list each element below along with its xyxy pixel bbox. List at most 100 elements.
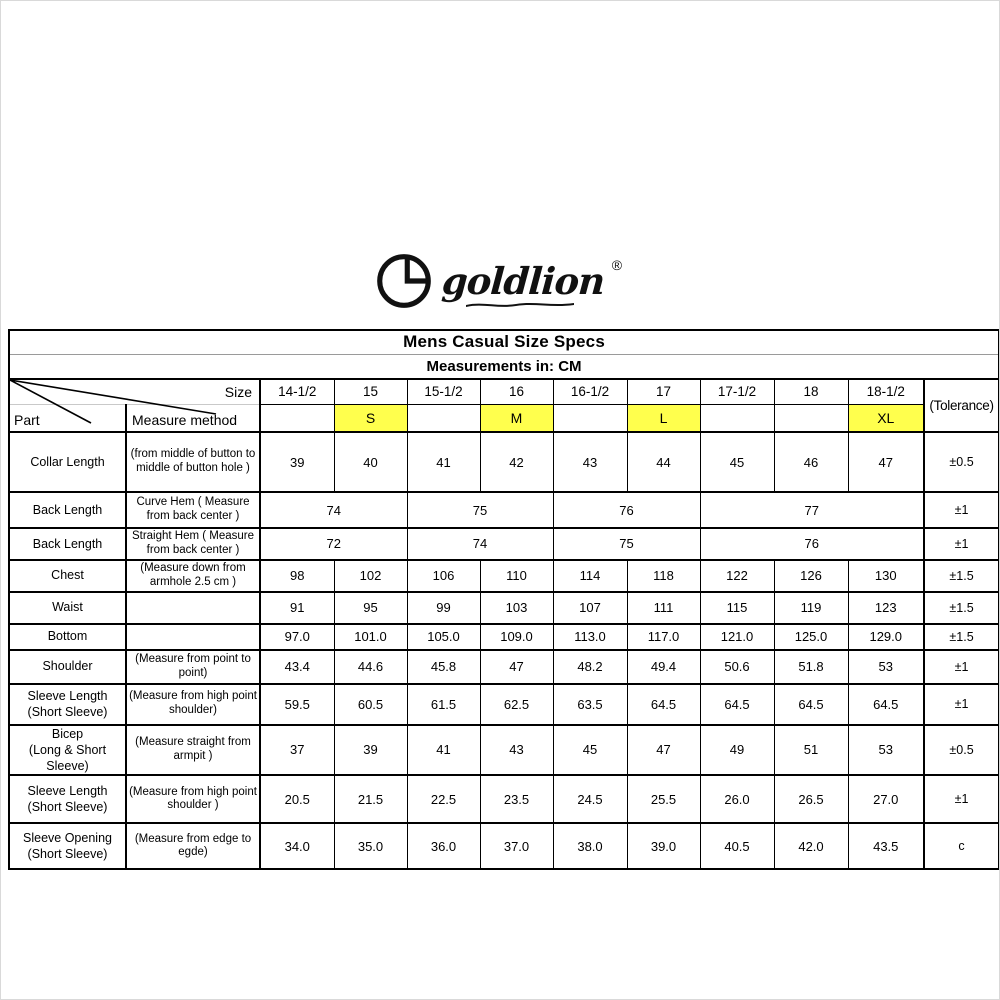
part-cell: Sleeve Length (Short Sleeve): [8, 774, 127, 825]
value-cell: 77: [699, 491, 925, 529]
part-cell: Sleeve Length (Short Sleeve): [8, 682, 127, 726]
value-cell: 107: [552, 590, 628, 625]
value-cell: 45.8: [406, 648, 481, 685]
value-cell: 95: [333, 590, 408, 625]
method-cell: (Measure from point to point): [125, 648, 261, 685]
value-cell: 121.0: [699, 622, 775, 651]
table-row: Bicep (Long & Short Sleeve) (Measure strai…: [8, 723, 999, 777]
method-cell: (Measure from edge to egde): [125, 822, 261, 871]
tolerance-header: (Tolerance): [922, 378, 999, 433]
value-cell: 129.0: [847, 622, 925, 651]
tolerance-cell: ±1.5: [922, 558, 999, 593]
value-cell: 102: [333, 558, 408, 593]
size-col-header: 16: [479, 378, 554, 405]
value-cell: 61.5: [406, 682, 481, 726]
table-row: Shoulder (Measure from point to point) 43.…: [8, 648, 999, 685]
table-row: Back Length Curve Hem ( Measure from back…: [8, 491, 999, 529]
value-cell: 99: [406, 590, 481, 625]
value-cell: 109.0: [479, 622, 554, 651]
value-cell: 47: [626, 723, 701, 777]
value-cell: 98: [259, 558, 335, 593]
value-cell: 20.5: [259, 774, 335, 825]
method-cell: (from middle of button to middle of butt…: [125, 431, 261, 493]
size-tag-empty-cell: [773, 403, 849, 433]
tolerance-cell: ±1.5: [922, 622, 999, 651]
table-row: Sleeve Length (Short Sleeve) (Measure from…: [8, 682, 999, 726]
tolerance-cell: ±1: [922, 527, 999, 561]
size-tag-cell: L: [626, 403, 701, 433]
size-tag-empty-cell: [259, 403, 335, 433]
size-col-header: 15-1/2: [406, 378, 481, 405]
value-cell: 53: [847, 648, 925, 685]
measure-method-header-label: Measure method: [125, 403, 261, 433]
value-cell: 74: [406, 527, 554, 561]
tolerance-cell: c: [922, 822, 999, 871]
value-cell: 45: [699, 431, 775, 493]
method-cell: (Measure from high point shoulder ): [125, 774, 261, 825]
value-cell: 53: [847, 723, 925, 777]
value-cell: 59.5: [259, 682, 335, 726]
value-cell: 105.0: [406, 622, 481, 651]
value-cell: 49.4: [626, 648, 701, 685]
table-row: Mens Casual Size Specs: [7, 329, 999, 355]
part-header-label: Part: [8, 403, 127, 433]
value-cell: 27.0: [847, 774, 925, 825]
method-cell: [125, 590, 261, 625]
table-row: Back Length Straight Hem ( Measure from b…: [8, 527, 999, 561]
measurements-table: Mens Casual Size Specs Measurements in: …: [7, 329, 999, 871]
size-tag-row: Part Measure method S M L XL: [8, 403, 999, 433]
tolerance-cell: ±1: [922, 774, 999, 825]
registered-trademark-icon: ®: [611, 256, 623, 273]
value-cell: 25.5: [626, 774, 701, 825]
tolerance-cell: ±1: [922, 682, 999, 726]
size-header-row: Size 14-1/2 15 15-1/2 16 16-1/2 17 17-1/2 18 18-…: [8, 378, 999, 433]
value-cell: 97.0: [259, 622, 335, 651]
size-col-header: 14-1/2: [259, 378, 335, 405]
value-cell: 72: [259, 527, 408, 561]
value-cell: 51: [773, 723, 849, 777]
value-cell: 26.5: [773, 774, 849, 825]
value-cell: 46: [773, 431, 849, 493]
value-cell: 113.0: [552, 622, 628, 651]
value-cell: 126: [773, 558, 849, 593]
part-cell: Collar Length: [8, 431, 127, 493]
value-cell: 40: [333, 431, 408, 493]
value-cell: 130: [847, 558, 925, 593]
part-cell: Back Length: [8, 491, 127, 529]
value-cell: 117.0: [626, 622, 701, 651]
part-cell: Sleeve Opening (Short Sleeve): [8, 822, 127, 871]
value-cell: 37: [259, 723, 335, 777]
tolerance-cell: ±1.5: [922, 590, 999, 625]
value-cell: 76: [699, 527, 925, 561]
value-cell: 24.5: [552, 774, 628, 825]
value-cell: 63.5: [552, 682, 628, 726]
value-cell: 36.0: [406, 822, 481, 871]
value-cell: 122: [699, 558, 775, 593]
value-cell: 75: [406, 491, 554, 529]
size-tag-cell: M: [479, 403, 554, 433]
value-cell: 114: [552, 558, 628, 593]
size-col-header: 18-1/2: [847, 378, 925, 405]
method-cell: Curve Hem ( Measure from back center ): [125, 491, 261, 529]
part-cell: Bottom: [8, 622, 127, 651]
logo-underline-swoosh: [465, 302, 574, 307]
value-cell: 118: [626, 558, 701, 593]
value-cell: 123: [847, 590, 925, 625]
value-cell: 111: [626, 590, 701, 625]
method-cell: [125, 622, 261, 651]
value-cell: 64.5: [773, 682, 849, 726]
value-cell: 125.0: [773, 622, 849, 651]
tolerance-cell: ±1: [922, 648, 999, 685]
table-row: Chest (Measure down from armhole 2.5 cm )…: [8, 558, 999, 593]
value-cell: 40.5: [699, 822, 775, 871]
size-tag-empty-cell: [552, 403, 628, 433]
value-cell: 51.8: [773, 648, 849, 685]
size-tag-empty-cell: [406, 403, 481, 433]
value-cell: 21.5: [333, 774, 408, 825]
value-cell: 76: [552, 491, 701, 529]
value-cell: 64.5: [626, 682, 701, 726]
value-cell: 23.5: [479, 774, 554, 825]
part-cell: Chest: [8, 558, 127, 593]
method-cell: (Measure down from armhole 2.5 cm ): [125, 558, 261, 593]
value-cell: 64.5: [699, 682, 775, 726]
